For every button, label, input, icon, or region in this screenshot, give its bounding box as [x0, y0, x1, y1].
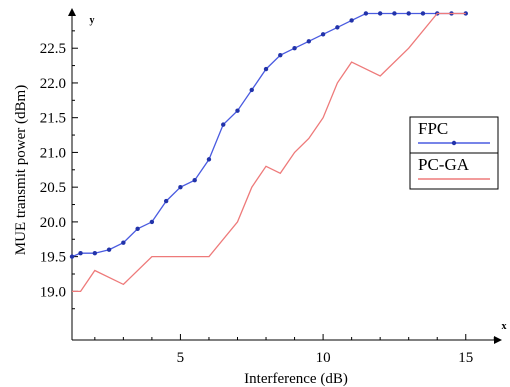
data-point-fpc — [278, 52, 283, 58]
x-tick-label: 15 — [458, 350, 473, 366]
data-point-fpc — [221, 122, 226, 127]
data-point-fpc — [135, 226, 140, 232]
legend-label-fpc: FPC — [418, 119, 448, 138]
x-tick-label: 5 — [177, 350, 185, 366]
series-line-pc-ga — [72, 12, 466, 293]
legend-marker-fpc — [451, 140, 457, 146]
y-tick-label: 19.0 — [40, 284, 66, 300]
y-tick-label: 20.0 — [40, 215, 66, 231]
data-point-fpc — [149, 219, 155, 225]
y-tick-label: 21.0 — [40, 145, 66, 161]
data-point-fpc — [292, 46, 297, 51]
data-point-fpc — [263, 66, 269, 72]
data-point-fpc — [121, 240, 126, 245]
data-point-fpc — [377, 11, 383, 16]
x-tick-label: 10 — [316, 350, 331, 366]
data-point-fpc — [163, 198, 169, 204]
data-point-fpc — [192, 178, 197, 183]
data-point-fpc — [363, 11, 369, 16]
y-tick-label: 21.5 — [40, 111, 66, 127]
x-axis-letter: x — [502, 321, 507, 332]
data-point-fpc — [69, 254, 75, 259]
data-point-fpc — [249, 87, 254, 93]
y-axis-title: MUE transmit power (dBm) — [13, 85, 29, 255]
data-point-fpc — [392, 11, 397, 16]
data-point-fpc — [206, 157, 212, 162]
data-point-fpc — [349, 18, 354, 23]
x-axis-arrow — [494, 336, 502, 344]
x-axis-title: Interference (dB) — [244, 371, 348, 387]
series-layer — [69, 11, 468, 293]
axes: x y 5 10 15 19.0 19.5 20.0 20.5 21.0 21.5 22.0 22.5 — [40, 8, 507, 366]
y-axis-arrow — [68, 8, 76, 16]
legend-label-pc-ga: PC-GA — [418, 155, 470, 174]
y-axis-letter: y — [90, 15, 95, 26]
y-tick-label: 20.5 — [40, 180, 66, 196]
y-tick-label: 22.5 — [40, 41, 66, 57]
data-point-fpc — [335, 25, 340, 30]
data-point-fpc — [106, 247, 112, 252]
data-point-fpc — [235, 108, 240, 113]
data-point-fpc — [420, 11, 426, 16]
data-point-fpc — [178, 184, 183, 190]
y-tick-label: 19.5 — [40, 250, 66, 266]
data-point-fpc — [92, 250, 98, 256]
data-point-fpc — [320, 32, 326, 37]
y-tick-label: 22.0 — [40, 76, 66, 92]
legend: FPC PC-GA — [409, 116, 499, 190]
data-point-fpc — [78, 250, 83, 256]
data-point-fpc — [406, 11, 411, 16]
data-point-fpc — [306, 39, 312, 44]
